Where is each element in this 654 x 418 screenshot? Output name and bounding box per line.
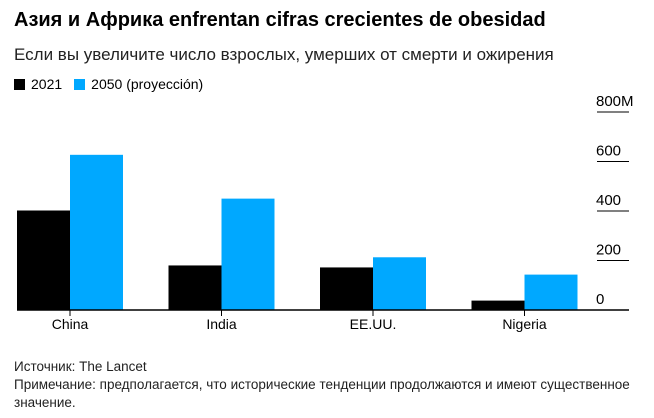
y-tick-label: 400: [596, 192, 621, 209]
y-tick-label: 800M: [596, 93, 634, 110]
legend-swatch-2050: [74, 78, 86, 90]
bar-china-2021: [17, 210, 70, 310]
x-tick-label: Nigeria: [502, 316, 547, 332]
bar-nigeria-2050: [524, 274, 578, 310]
legend-item-2021: 2021: [14, 76, 62, 92]
x-tick-label: EE.UU.: [350, 316, 397, 332]
bar-china-2050: [70, 154, 123, 310]
y-tick-label: 0: [596, 291, 604, 308]
chart-title: Азия и Африка enfrentan cifras creciente…: [14, 9, 546, 31]
legend-label-2021: 2021: [31, 76, 63, 92]
bar-india-2021: [168, 265, 222, 310]
bar-chart: 0 200 400 600 800M China India EE.UU. Nigeria: [17, 93, 634, 332]
chart-footer: Источник: The Lancet Примечание: предпол…: [14, 358, 634, 412]
y-tick-label: 200: [596, 242, 621, 259]
methodology-note: Примечание: предполагается, что историче…: [14, 377, 630, 410]
chart-legend: 2021 2050 (proyección): [14, 76, 215, 92]
bar-eeuu-2021: [320, 267, 373, 310]
chart-subtitle: Если вы увеличите число взрослых, умерши…: [14, 45, 554, 64]
y-tick-label: 600: [596, 143, 621, 160]
legend-item-2050: 2050 (proyección): [74, 76, 203, 92]
bar-eeuu-2050: [373, 257, 426, 310]
x-tick-label: India: [206, 316, 237, 332]
bar-india-2050: [221, 198, 275, 310]
bar-nigeria-2021: [471, 300, 525, 310]
source-note: Источник: The Lancet: [14, 359, 147, 374]
legend-swatch-2021: [14, 78, 25, 90]
legend-label-2050: 2050 (proyección): [91, 76, 204, 92]
x-tick-label: China: [52, 316, 89, 332]
